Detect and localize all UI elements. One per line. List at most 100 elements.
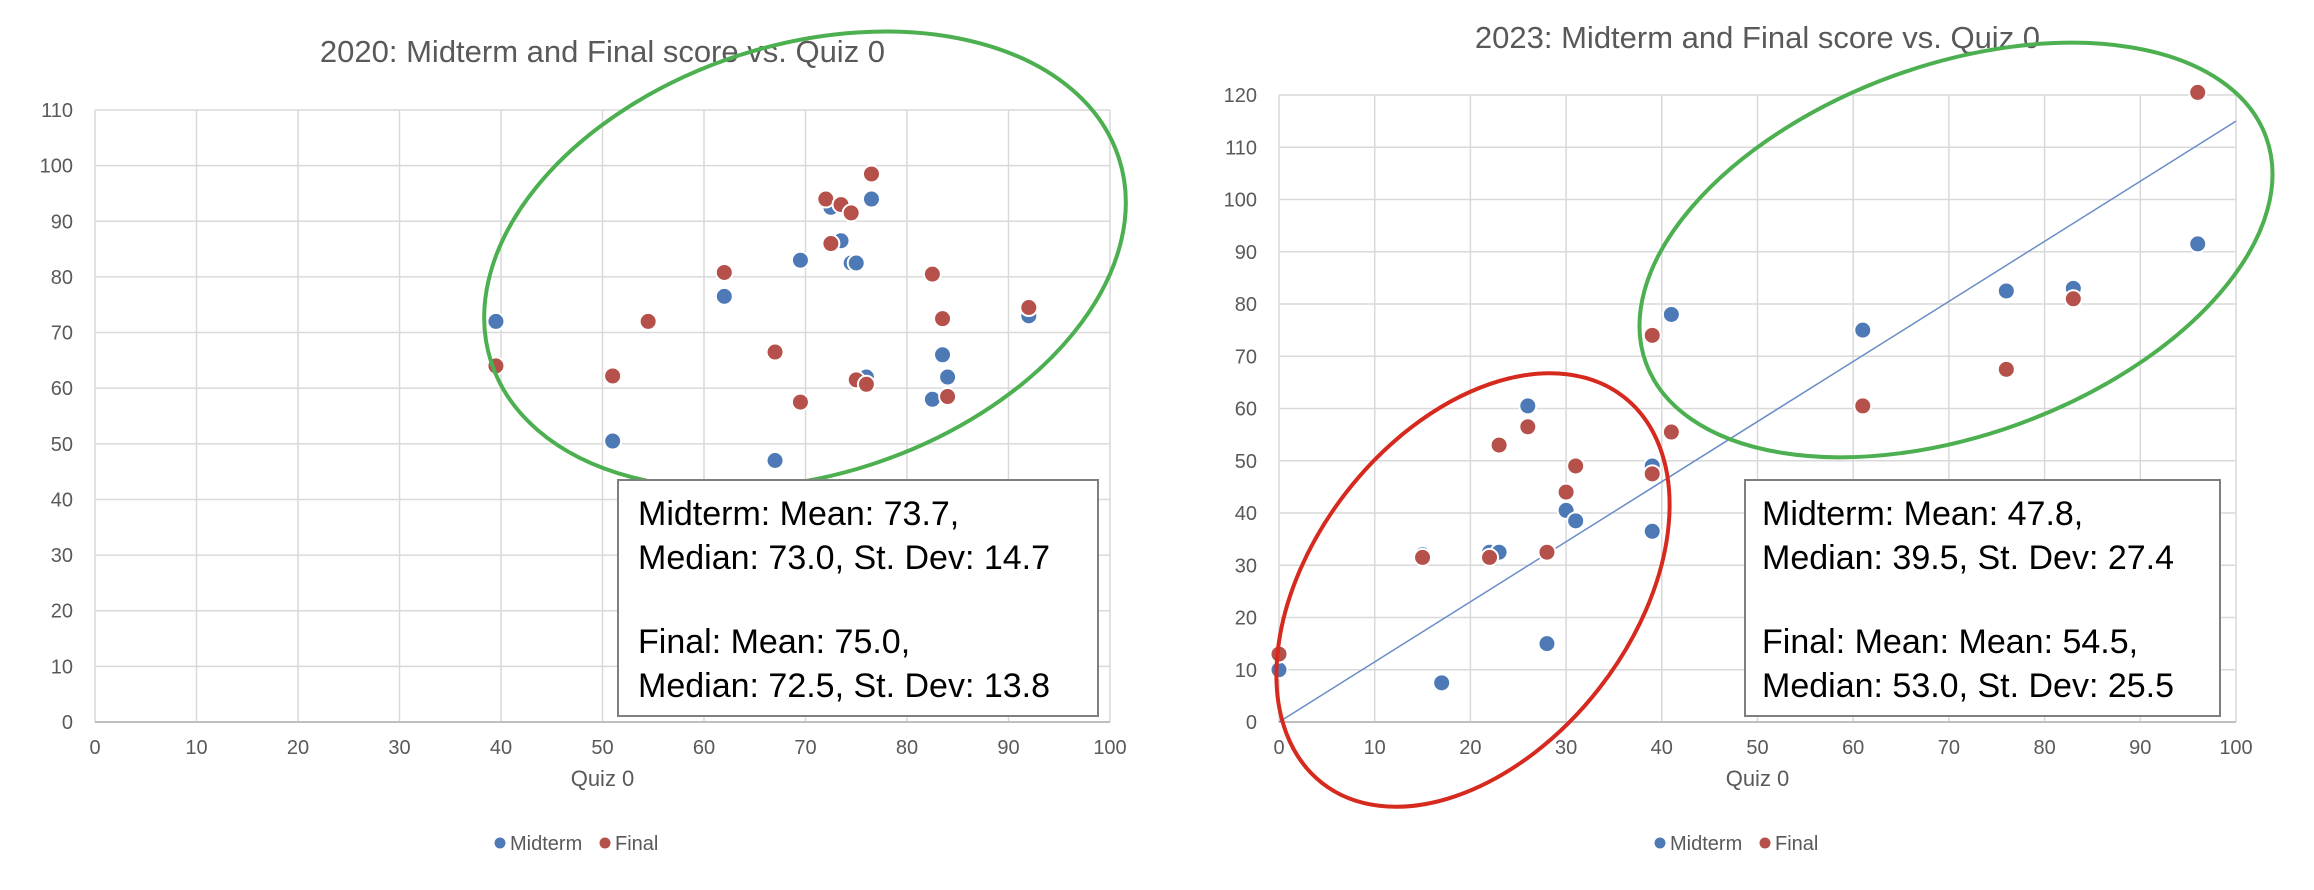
y-tick-label: 110: [41, 100, 73, 122]
x-tick-label: 30: [1555, 737, 1577, 759]
data-point-midterm: [765, 451, 785, 471]
legend-marker-final: [1759, 837, 1771, 849]
data-point-midterm: [1566, 511, 1586, 531]
data-point-final: [1642, 464, 1662, 484]
y-tick-label: 50: [1235, 451, 1257, 473]
data-point-final: [1518, 417, 1538, 437]
stats-line: Final: Mean: 75.0,: [638, 623, 910, 661]
y-tick-label: 90: [51, 211, 73, 233]
y-tick-label: 120: [1224, 85, 1257, 107]
data-point-final: [1019, 298, 1039, 318]
data-point-midterm: [1996, 281, 2016, 301]
x-tick-label: 0: [89, 737, 100, 759]
stats-line: Median: 72.5, St. Dev: 13.8: [638, 667, 1050, 705]
y-tick-label: 30: [51, 545, 73, 567]
x-tick-label: 90: [997, 737, 1019, 759]
data-point-midterm: [1853, 320, 1873, 340]
stats-line: Midterm: Mean: 47.8,: [1762, 495, 2083, 533]
chart-1: 2023: Midterm and Final score vs. Quiz 0…: [1224, 20, 2275, 855]
y-tick-label: 0: [62, 712, 73, 734]
chart-title: 2023: Midterm and Final score vs. Quiz 0: [1475, 20, 2040, 55]
data-point-midterm: [1518, 396, 1538, 416]
data-point-final: [1853, 396, 1873, 416]
chart-0: 2020: Midterm and Final score vs. Quiz 0…: [40, 29, 1128, 855]
y-tick-label: 40: [51, 489, 73, 511]
y-tick-label: 100: [1224, 190, 1257, 212]
green-ellipse: [482, 29, 1128, 491]
data-point-midterm: [1269, 660, 1289, 680]
y-tick-label: 60: [1235, 399, 1257, 421]
x-tick-label: 10: [185, 737, 207, 759]
data-point-final: [938, 387, 958, 407]
red-ellipse: [1274, 371, 1672, 809]
legend-label-final: Final: [615, 833, 658, 855]
stats-line: Final: Mean: Mean: 54.5,: [1762, 623, 2138, 661]
data-point-final: [922, 264, 942, 284]
data-point-final: [790, 392, 810, 412]
data-point-final: [2063, 289, 2083, 309]
y-tick-label: 70: [1235, 346, 1257, 368]
data-point-final: [1480, 547, 1500, 567]
legend-label-final: Final: [1775, 833, 1818, 855]
series-final: [486, 164, 1039, 412]
x-tick-label: 0: [1273, 737, 1284, 759]
y-tick-label: 10: [51, 656, 73, 678]
data-point-final: [1661, 422, 1681, 442]
x-tick-label: 40: [490, 737, 512, 759]
x-tick-label: 70: [1938, 737, 1960, 759]
data-point-midterm: [861, 189, 881, 209]
x-tick-label: 60: [1842, 737, 1864, 759]
y-tick-label: 70: [51, 323, 73, 345]
y-tick-label: 60: [51, 378, 73, 400]
data-point-midterm: [933, 345, 953, 365]
data-point-final: [714, 262, 734, 282]
data-point-final: [1996, 359, 2016, 379]
x-tick-label: 100: [2219, 737, 2252, 759]
y-tick-label: 50: [51, 434, 73, 456]
data-point-final: [603, 366, 623, 386]
y-tick-label: 80: [51, 267, 73, 289]
data-point-final: [638, 311, 658, 331]
x-tick-label: 50: [591, 737, 613, 759]
data-point-midterm: [922, 389, 942, 409]
data-point-final: [856, 374, 876, 394]
data-point-final: [1556, 482, 1576, 502]
data-point-midterm: [1537, 634, 1557, 654]
data-point-midterm: [2188, 234, 2208, 254]
legend-label-midterm: Midterm: [1670, 833, 1742, 855]
data-point-midterm: [790, 250, 810, 270]
x-tick-label: 20: [287, 737, 309, 759]
series-final: [1269, 82, 2208, 664]
y-tick-label: 80: [1235, 294, 1257, 316]
legend-marker-midterm: [1654, 837, 1666, 849]
data-point-midterm: [1661, 304, 1681, 324]
data-point-final: [841, 203, 861, 223]
x-tick-label: 70: [794, 737, 816, 759]
data-point-midterm: [486, 311, 506, 331]
x-tick-label: 30: [388, 737, 410, 759]
legend-label-midterm: Midterm: [510, 833, 582, 855]
x-tick-label: 100: [1093, 737, 1126, 759]
data-point-final: [933, 309, 953, 329]
x-axis-label: Quiz 0: [571, 766, 635, 791]
y-tick-label: 100: [40, 156, 73, 178]
data-point-final: [1489, 435, 1509, 455]
data-point-final: [1413, 547, 1433, 567]
legend-marker-midterm: [494, 837, 506, 849]
x-tick-label: 60: [693, 737, 715, 759]
x-tick-label: 40: [1651, 737, 1673, 759]
data-point-final: [1642, 325, 1662, 345]
stats-box: [617, 479, 1099, 717]
y-tick-label: 20: [51, 601, 73, 623]
y-tick-label: 40: [1235, 503, 1257, 525]
data-point-final: [861, 164, 881, 184]
data-point-midterm: [1642, 521, 1662, 541]
data-point-midterm: [938, 367, 958, 387]
y-tick-label: 0: [1246, 712, 1257, 734]
y-tick-label: 30: [1235, 555, 1257, 577]
x-tick-label: 10: [1364, 737, 1386, 759]
data-point-final: [1566, 456, 1586, 476]
legend-marker-final: [599, 837, 611, 849]
data-point-midterm: [603, 431, 623, 451]
